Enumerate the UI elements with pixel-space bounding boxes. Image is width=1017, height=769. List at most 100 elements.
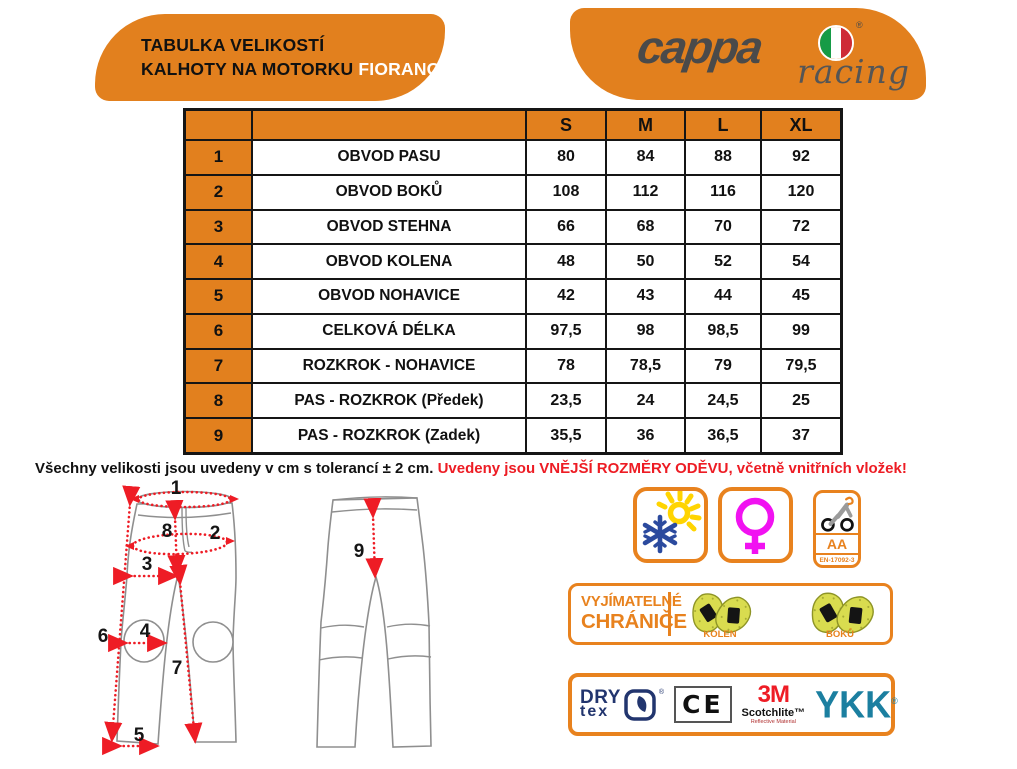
row-value: 45 bbox=[762, 280, 840, 313]
col-header-m: M bbox=[607, 111, 684, 139]
row-value: 116 bbox=[686, 175, 760, 209]
row-value: 25 bbox=[762, 384, 840, 418]
row-label: OBVOD NOHAVICE bbox=[253, 280, 525, 313]
motorcyclist-icon bbox=[821, 496, 854, 532]
moto-norm-label: EN-17092-3 bbox=[816, 553, 858, 565]
row-value: 79,5 bbox=[762, 349, 840, 383]
sun-snowflake-icon bbox=[642, 489, 702, 554]
note-red-text: Uvedeny jsou VNĚJŠÍ ROZMĚRY ODĚVU, včetn… bbox=[433, 460, 907, 477]
row-value: 54 bbox=[762, 245, 840, 279]
row-value: 78,5 bbox=[607, 349, 684, 383]
size-table: S M L XL 1 OBVOD PASU 80 84 88 92 2 OBVO… bbox=[183, 108, 843, 455]
row-value: 80 bbox=[527, 141, 605, 174]
protectors-title-line2: CHRÁNIČE bbox=[581, 610, 687, 633]
protectors-box: VYJÍMATELNÉ CHRÁNIČE KOLEN BOKŮ bbox=[568, 583, 893, 645]
measure-label-9: 9 bbox=[354, 541, 365, 562]
row-value: 79 bbox=[686, 349, 760, 383]
drytex-drop-icon bbox=[624, 688, 656, 721]
row-value: 36 bbox=[607, 419, 684, 452]
row-num: 7 bbox=[186, 349, 251, 383]
pants-front-diagram: 1 8 2 3 6 4 7 5 bbox=[98, 478, 239, 756]
row-value: 97,5 bbox=[527, 314, 605, 348]
ykk-logo: YKK® bbox=[815, 682, 898, 726]
drytex-logo: DRY tex ® bbox=[580, 686, 664, 721]
protectors-title-line1: VYJÍMATELNÉ bbox=[581, 593, 682, 610]
row-value: 37 bbox=[762, 419, 840, 452]
row-label: OBVOD PASU bbox=[253, 141, 525, 174]
row-num: 2 bbox=[186, 175, 251, 209]
table-corner-cell bbox=[186, 111, 251, 139]
row-label: PAS - ROZKROK (Předek) bbox=[253, 384, 525, 418]
tolerance-note: Všechny velikosti jsou uvedeny v cm s to… bbox=[35, 460, 907, 477]
row-label: OBVOD STEHNA bbox=[253, 210, 525, 244]
scotchlite-text: Scotchlite™ bbox=[741, 707, 806, 720]
brand-logo-script: racing bbox=[797, 52, 910, 91]
row-value: 70 bbox=[686, 210, 760, 244]
ce-mark: CE bbox=[674, 686, 732, 723]
3m-scotchlite-logo: 3M Scotchlite™ Reflective Material bbox=[742, 683, 806, 726]
moto-class-label: AA bbox=[816, 533, 858, 553]
table-corner-cell bbox=[253, 111, 525, 139]
row-value: 35,5 bbox=[527, 419, 605, 452]
row-label: OBVOD KOLENA bbox=[253, 245, 525, 279]
row-value: 23,5 bbox=[527, 384, 605, 418]
row-value: 24 bbox=[607, 384, 684, 418]
row-label: PAS - ROZKROK (Zadek) bbox=[253, 419, 525, 452]
row-num: 4 bbox=[186, 245, 251, 279]
row-num: 1 bbox=[186, 141, 251, 174]
row-value: 120 bbox=[762, 175, 840, 209]
drytex-top-text: DRY bbox=[580, 686, 621, 708]
col-header-s: S bbox=[527, 111, 605, 139]
row-num: 8 bbox=[186, 384, 251, 418]
row-value: 92 bbox=[762, 141, 840, 174]
row-value: 84 bbox=[607, 141, 684, 174]
ykk-text: YKK bbox=[815, 682, 892, 726]
row-label: ROZKROK - NOHAVICE bbox=[253, 349, 525, 383]
moto-certification-badge: AA EN-17092-3 bbox=[813, 490, 861, 568]
row-value: 48 bbox=[527, 245, 605, 279]
row-num: 5 bbox=[186, 280, 251, 313]
pants-back-outline bbox=[316, 497, 432, 748]
measure-label-1: 1 bbox=[171, 478, 182, 499]
measure-label-8: 8 bbox=[162, 521, 173, 542]
divider bbox=[668, 592, 671, 636]
registered-mark: ® bbox=[856, 20, 863, 30]
brand-banner: cappa ® racing bbox=[570, 8, 926, 100]
women-badge bbox=[718, 487, 793, 563]
row-value: 112 bbox=[607, 175, 684, 209]
row-value: 42 bbox=[527, 280, 605, 313]
row-value: 98 bbox=[607, 314, 684, 348]
material-logos-box: DRY tex ® CE 3M Scotchlite™ Reflective M… bbox=[568, 673, 898, 736]
knee-pad-right bbox=[192, 621, 234, 663]
row-label: CELKOVÁ DÉLKA bbox=[253, 314, 525, 348]
row-value: 108 bbox=[527, 175, 605, 209]
row-value: 52 bbox=[686, 245, 760, 279]
measure-arrow-9 bbox=[363, 497, 384, 579]
3m-text: 3M bbox=[757, 681, 790, 709]
row-value: 98,5 bbox=[686, 314, 760, 348]
all-season-badge bbox=[633, 487, 708, 563]
row-value: 99 bbox=[762, 314, 840, 348]
registered-mark: ® bbox=[891, 695, 898, 706]
row-value: 50 bbox=[607, 245, 684, 279]
protector-label-hips: BOKŮ bbox=[826, 629, 854, 640]
row-num: 3 bbox=[186, 210, 251, 244]
row-value: 43 bbox=[607, 280, 684, 313]
protectors-title: VYJÍMATELNÉ CHRÁNIČE bbox=[581, 594, 687, 633]
pants-back-diagram: 9 bbox=[316, 496, 432, 748]
female-symbol-icon bbox=[735, 497, 775, 554]
title-banner: TABULKA VELIKOSTÍ KALHOTY NA MOTORKU FIO… bbox=[95, 14, 445, 101]
measure-label-2: 2 bbox=[210, 523, 221, 544]
row-value: 78 bbox=[527, 349, 605, 383]
italian-flag-icon bbox=[818, 25, 854, 61]
col-header-l: L bbox=[686, 111, 760, 139]
measure-label-6: 6 bbox=[98, 626, 109, 647]
row-value: 24,5 bbox=[686, 384, 760, 418]
row-value: 66 bbox=[527, 210, 605, 244]
reflective-material-text: Reflective Material bbox=[750, 719, 796, 726]
row-value: 36,5 bbox=[686, 419, 760, 452]
row-label: OBVOD BOKŮ bbox=[253, 175, 525, 209]
row-value: 88 bbox=[686, 141, 760, 174]
row-value: 68 bbox=[607, 210, 684, 244]
